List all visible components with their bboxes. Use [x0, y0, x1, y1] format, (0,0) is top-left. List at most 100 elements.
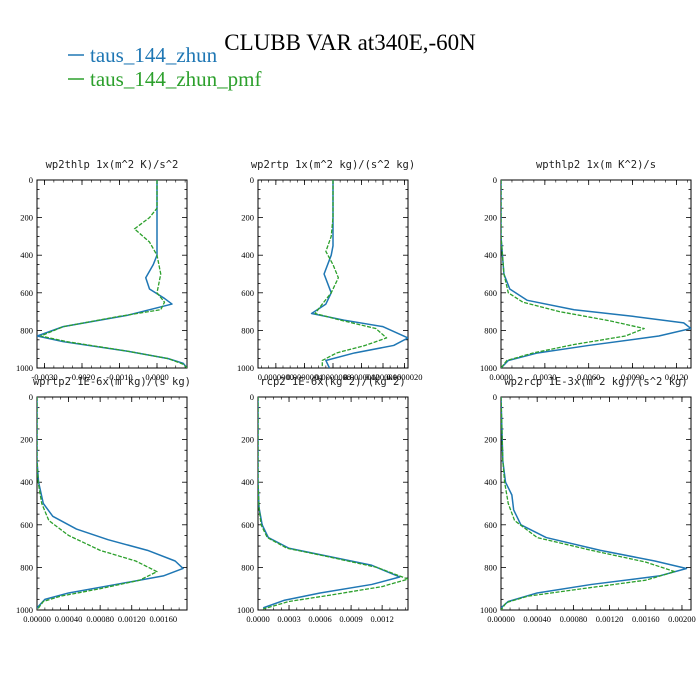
panel-title: wp2rcp 1E-3x(m^2 kg)/(s^2 kg): [504, 376, 687, 388]
x-tick-label: 0.0000: [489, 372, 512, 382]
y-tick-label: 400: [484, 250, 497, 260]
x-tick-label: 0.0120: [665, 372, 688, 382]
y-tick-label: 600: [20, 520, 33, 530]
y-tick-label: 400: [241, 477, 254, 487]
series-line-pmf: [37, 397, 158, 610]
chart-panel: wp2rcp 1E-3x(m^2 kg)/(s^2 kg) 0 200 400 600 8…: [480, 376, 696, 624]
x-tick-label: 0.0000: [145, 372, 168, 382]
y-tick-label: 200: [20, 213, 33, 223]
panels: wp2thlp 1x(m^2 K)/s^202004006008001000-0…: [16, 159, 696, 624]
x-tick-label: 0.0000016: [365, 372, 401, 382]
series-line-base: [37, 397, 184, 609]
y-tick-label: 200: [484, 435, 497, 445]
x-tick-label: 0.0003: [277, 614, 300, 624]
y-tick-label: 0: [29, 175, 33, 185]
y-tick-label: 0: [250, 392, 254, 402]
x-tick-label: 0.0000012: [344, 372, 380, 382]
legend-label: taus_144_zhun: [90, 43, 218, 67]
y-tick-label: 800: [20, 562, 33, 572]
x-tick-label: 0.00040: [523, 614, 551, 624]
panel-title: wpthlp2 1x(m K^2)/s: [536, 159, 656, 171]
panel-title: wp2rtp 1x(m^2 kg)/(s^2 kg): [251, 159, 415, 171]
series-line-pmf: [501, 397, 676, 610]
x-tick-label: 0.0000000: [258, 372, 294, 382]
series-line-base: [258, 397, 401, 609]
x-tick-label: -0.0030: [31, 372, 57, 382]
y-tick-label: 1000: [237, 605, 254, 615]
y-tick-label: 600: [241, 520, 254, 530]
chart-panel: wp2rtp 1x(m^2 kg)/(s^2 kg) 0 200 400 600 800 1…: [237, 159, 422, 382]
y-tick-label: 200: [241, 213, 254, 223]
y-tick-label: 400: [20, 477, 33, 487]
y-tick-label: 800: [241, 325, 254, 335]
x-tick-label: 0.0000020: [386, 372, 422, 382]
y-tick-label: 600: [20, 288, 33, 298]
legend-label: taus_144_zhun_pmf: [90, 67, 261, 91]
x-tick-label: 0.0000: [246, 614, 269, 624]
x-tick-label: 0.00160: [150, 614, 178, 624]
panel-title: wprtp2 1E-6x(m kg)/(s kg): [33, 376, 191, 388]
chart-panel: wp2thlp 1x(m^2 K)/s^202004006008001000-0…: [16, 159, 188, 382]
x-tick-label: 0.0009: [339, 614, 362, 624]
x-tick-label: 0.0090: [621, 372, 644, 382]
x-tick-label: 0.00080: [86, 614, 114, 624]
y-tick-label: 1000: [237, 363, 254, 373]
series-line-pmf: [314, 180, 388, 367]
x-tick-label: 0.0060: [577, 372, 600, 382]
series-line-base: [310, 180, 408, 368]
plot-frame: [36, 396, 188, 611]
plot-frame: [500, 179, 692, 369]
x-tick-label: 0.0030: [533, 372, 556, 382]
x-tick-label: 0.00120: [118, 614, 146, 624]
x-tick-label: 0.0012: [370, 614, 393, 624]
plot-frame: [500, 396, 692, 611]
y-tick-label: 1000: [16, 605, 33, 615]
y-tick-label: 800: [484, 562, 497, 572]
x-tick-label: 0.0000004: [286, 372, 323, 382]
x-tick-label: 0.00080: [560, 614, 588, 624]
x-tick-label: -0.0010: [106, 372, 132, 382]
y-tick-label: 600: [484, 520, 497, 530]
y-tick-label: 200: [20, 435, 33, 445]
y-tick-label: 0: [493, 392, 497, 402]
y-tick-label: 0: [493, 175, 497, 185]
chart-panel: rcp2 1E-6x(kg^2)/(kg^2) 0 200 400 600 800 1000…: [237, 376, 409, 624]
y-tick-label: 400: [20, 250, 33, 260]
series-line-pmf: [501, 180, 645, 368]
y-tick-label: 200: [241, 435, 254, 445]
chart-panel: wpthlp2 1x(m K^2)/s020040060080010000.00…: [480, 159, 692, 382]
y-tick-label: 0: [29, 392, 33, 402]
chart-panel: wprtp2 1E-6x(m kg)/(s kg)0 200 400 600 800 10…: [16, 376, 191, 624]
x-tick-label: -0.0020: [69, 372, 95, 382]
panel-title: wp2thlp 1x(m^2 K)/s^2: [46, 159, 179, 171]
x-tick-label: 0.00160: [632, 614, 660, 624]
y-tick-label: 400: [241, 250, 254, 260]
y-tick-label: 600: [241, 288, 254, 298]
y-tick-label: 1000: [16, 363, 33, 373]
x-tick-label: 0.00120: [596, 614, 624, 624]
x-tick-label: 0.00000: [23, 614, 51, 624]
x-tick-label: 0.00200: [668, 614, 696, 624]
y-tick-label: 200: [484, 213, 497, 223]
x-tick-label: 0.0006: [308, 614, 331, 624]
y-tick-label: 400: [484, 477, 497, 487]
y-tick-label: 0: [250, 175, 254, 185]
panel-title: rcp2 1E-6x(kg^2)/(kg^2): [260, 376, 405, 388]
series-line-pmf: [40, 180, 187, 368]
x-tick-label: 0.00040: [55, 614, 83, 624]
y-tick-label: 1000: [480, 605, 497, 615]
x-tick-label: 0.0000008: [315, 372, 351, 382]
x-tick-label: 0.00000: [487, 614, 515, 624]
series-line-base: [501, 397, 688, 609]
y-tick-label: 800: [241, 562, 254, 572]
y-tick-label: 600: [484, 288, 497, 298]
y-tick-label: 1000: [480, 363, 497, 373]
y-tick-label: 800: [484, 325, 497, 335]
series-line-pmf: [258, 397, 408, 610]
plot-frame: [257, 396, 409, 611]
series-line-base: [501, 180, 691, 368]
y-tick-label: 800: [20, 325, 33, 335]
figure-title: CLUBB VAR at340E,-60N: [224, 30, 476, 55]
